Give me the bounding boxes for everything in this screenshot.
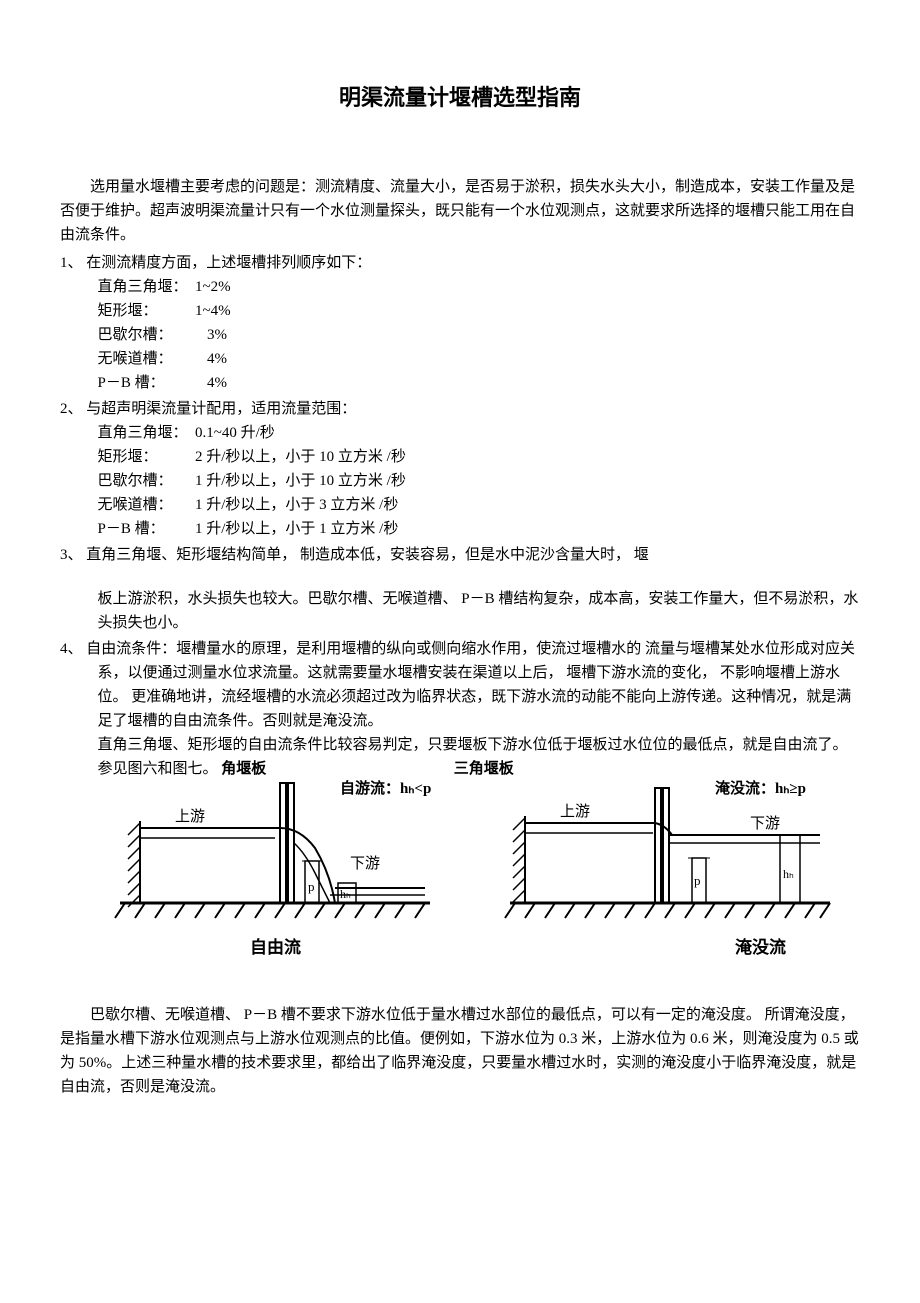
accuracy-value: 4% [195,371,227,395]
figure-submerged-flow: 淹没流：hₕ≥p 上游 下游 p hₕ 淹没流 [480,773,840,973]
page-title: 明渠流量计堰槽选型指南 [60,80,860,115]
item-1-label: 1、 在测流精度方面，上述堰槽排列顺序如下： [60,251,860,275]
accuracy-name: 巴歇尔槽： [98,323,196,347]
range-value: 1 升/秒以上，小于 10 立方米 /秒 [195,469,406,493]
accuracy-name: P－B 槽： [98,371,196,395]
fig-right-p: p [694,873,701,888]
accuracy-value: 4% [195,347,227,371]
fig-right-upstream: 上游 [560,803,590,820]
item-2-label: 2、 与超声明渠流量计配用，适用流量范围： [60,397,860,421]
range-row: 直角三角堰：0.1~40 升/秒 [60,421,860,445]
last-paragraph: 巴歇尔槽、无喉道槽、 P－B 槽不要求下游水位低于量水槽过水部位的最低点，可以有… [60,1003,860,1099]
accuracy-row: 无喉道槽：4% [60,347,860,371]
range-name: 直角三角堰： [98,421,196,445]
range-name: 无喉道槽： [98,493,196,517]
item-4-text: 4、 自由流条件：堰槽量水的原理，是利用堰槽的纵向或侧向缩水作用，使流过堰槽水的… [60,637,860,733]
fig-left-caption: 自由流 [250,937,301,957]
accuracy-row: P－B 槽：4% [60,371,860,395]
range-value: 1 升/秒以上，小于 1 立方米 /秒 [195,517,398,541]
item-3-label: 3、 直角三角堰、矩形堰结构简单， 制造成本低，安装容易，但是水中泥沙含量大时，… [60,543,860,567]
fig-right-caption: 淹没流 [735,937,786,957]
fig-right-downstream: 下游 [750,815,780,832]
range-row: P－B 槽：1 升/秒以上，小于 1 立方米 /秒 [60,517,860,541]
accuracy-value: 1~2% [195,275,231,299]
accuracy-row: 巴歇尔槽：3% [60,323,860,347]
range-row: 矩形堰：2 升/秒以上，小于 10 立方米 /秒 [60,445,860,469]
accuracy-value: 1~4% [195,299,231,323]
range-name: 巴歇尔槽： [98,469,196,493]
range-name: 矩形堰： [98,445,196,469]
accuracy-name: 无喉道槽： [98,347,196,371]
accuracy-name: 直角三角堰： [98,275,196,299]
range-value: 1 升/秒以上，小于 3 立方米 /秒 [195,493,398,517]
intro-paragraph: 选用量水堰槽主要考虑的问题是：测流精度、流量大小，是否易于淤积，损失水头大小，制… [60,175,860,247]
accuracy-name: 矩形堰： [98,299,196,323]
accuracy-row: 矩形堰：1~4% [60,299,860,323]
fig-right-title: 淹没流：hₕ≥p [715,779,806,797]
fig-left-title: 自游流：hₕ<p [340,779,431,797]
accuracy-value: 3% [195,323,227,347]
fig-left-p: p [308,879,315,894]
figure-container: 自游流：hₕ<p 上游 下游 p hₕ 自由流 淹没流：hₕ [60,773,860,973]
figure-free-flow: 自游流：hₕ<p 上游 下游 p hₕ 自由流 [80,773,440,973]
accuracy-row: 直角三角堰：1~2% [60,275,860,299]
fig-left-upstream: 上游 [175,808,205,825]
range-row: 巴歇尔槽：1 升/秒以上，小于 10 立方米 /秒 [60,469,860,493]
item-4-label: 4、 自由流条件：堰槽量水的原理，是利用堰槽的纵向或侧向缩水作用，使流过堰槽水的… [60,637,860,733]
range-value: 2 升/秒以上，小于 10 立方米 /秒 [195,445,406,469]
item-3-body: 板上游淤积，水头损失也较大。巴歇尔槽、无喉道槽、 P－B 槽结构复杂，成本高，安… [60,587,860,635]
range-name: P－B 槽： [98,517,196,541]
fig-left-downstream: 下游 [350,855,380,872]
fig-left-hb: hₕ [340,887,351,901]
range-value: 0.1~40 升/秒 [195,421,275,445]
fig-right-hb: hₕ [783,867,794,881]
range-row: 无喉道槽：1 升/秒以上，小于 3 立方米 /秒 [60,493,860,517]
